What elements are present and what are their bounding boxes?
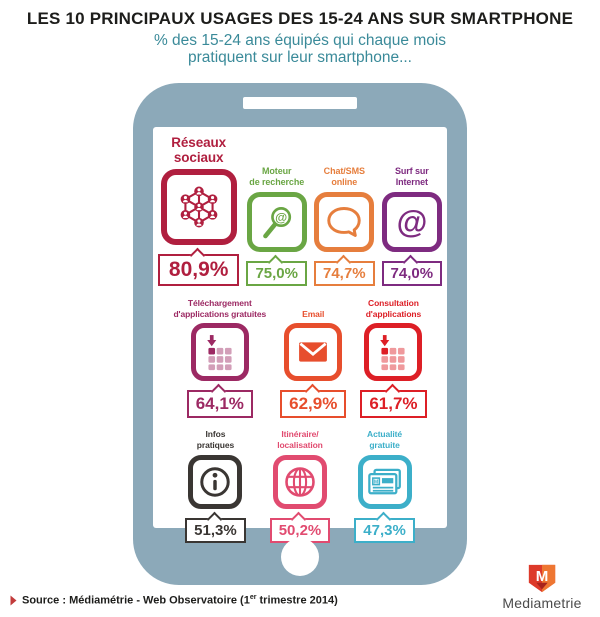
usage-item-moteur-de-recherche: Moteur de recherche @ 75,0% — [246, 166, 307, 287]
usage-label: Surf sur Internet — [394, 165, 429, 187]
usage-row-1: Réseaux sociaux — [157, 135, 443, 287]
mediametrie-logo: M Mediametrie — [490, 563, 594, 611]
usage-item-actualite-gratuite: Actualité gratuite M — [354, 429, 415, 543]
usage-value-badge: 74,0% — [381, 261, 443, 287]
phone-screen: Réseaux sociaux — [153, 127, 447, 543]
info-circle-icon — [200, 467, 231, 497]
source-text: Source : Médiamétrie - Web Observatoire … — [22, 594, 338, 607]
usage-item-infos-pratiques: Infos pratiques 51,3% — [185, 429, 246, 543]
usage-label: Chat/SMS online — [323, 165, 365, 187]
phone-home-button — [281, 538, 319, 576]
usage-item-surf-internet: Surf sur Internet @ 74,0% — [381, 165, 443, 287]
social-network-icon — [180, 186, 218, 228]
usage-item-chat-sms: Chat/SMS online 74,7% — [314, 166, 375, 287]
svg-text:M: M — [536, 568, 549, 585]
svg-text:@: @ — [275, 211, 287, 225]
usage-tile — [190, 323, 249, 382]
usage-item-telechargement-apps: Téléchargement d'applications gratuites — [173, 298, 267, 419]
app-grid-download-icon — [206, 335, 232, 371]
usage-tile — [188, 454, 243, 509]
usage-tile: M — [357, 454, 412, 509]
at-sign-icon: @ — [396, 204, 427, 240]
usage-item-itineraire-localisation: Itinéraire/ localisation 50,2% — [269, 429, 331, 543]
usage-label: Itinéraire/ localisation — [277, 429, 323, 451]
usage-tile — [160, 169, 237, 246]
usage-tile: @ — [246, 192, 307, 253]
usage-label: Infos pratiques — [196, 429, 235, 451]
app-grid-download-icon — [380, 335, 405, 371]
usage-tile — [284, 323, 343, 382]
arrow-icon — [10, 595, 17, 606]
chat-bubble-icon — [327, 207, 361, 238]
usage-value-badge: 80,9% — [157, 254, 240, 287]
usage-item-email: Email 62,9% — [280, 308, 347, 419]
usage-row-3: Infos pratiques 51,3% — [185, 429, 415, 543]
mediametrie-logo-mark: M — [528, 564, 556, 593]
newspaper-icon: M — [367, 468, 401, 495]
usage-value-badge: 75,0% — [246, 261, 307, 287]
svg-text:@: @ — [396, 204, 427, 240]
usage-value-badge: 61,7% — [360, 390, 427, 419]
mediametrie-logo-text: Mediametrie — [502, 595, 582, 611]
usage-value-badge: 64,1% — [186, 390, 253, 419]
usage-label: Téléchargement d'applications gratuites — [173, 298, 267, 319]
source-note: Source : Médiamétrie - Web Observatoire … — [10, 594, 338, 607]
page-subtitle: % des 15-24 ans équipés qui chaque mois … — [0, 32, 600, 66]
usage-value-badge: 47,3% — [354, 517, 415, 543]
usage-row-2: Téléchargement d'applications gratuites — [173, 298, 427, 419]
usage-item-consultation-apps: Consultation d'applications — [360, 298, 427, 419]
usage-label: Moteur de recherche — [249, 165, 305, 187]
usage-value-badge: 51,3% — [185, 517, 246, 543]
usage-tile: @ — [381, 192, 442, 253]
usage-tile — [314, 192, 375, 253]
subtitle-line-1: % des 15-24 ans équipés qui chaque mois — [153, 32, 447, 49]
usage-label: Email — [302, 308, 325, 319]
phone-speaker — [243, 97, 357, 109]
search-at-icon: @ — [262, 207, 291, 239]
page-title: LES 10 PRINCIPAUX USAGES DES 15-24 ANS S… — [26, 9, 574, 28]
smartphone-illustration: Réseaux sociaux — [133, 83, 467, 585]
usage-value-badge: 74,7% — [314, 261, 375, 287]
usage-item-reseaux-sociaux: Réseaux sociaux — [157, 135, 240, 287]
globe-icon — [285, 466, 315, 497]
usage-label: Actualité gratuite — [367, 429, 403, 451]
svg-text:M: M — [373, 479, 377, 485]
usage-tile — [272, 454, 327, 509]
usage-label: Réseaux sociaux — [171, 135, 227, 166]
usage-label: Consultation d'applications — [365, 298, 422, 319]
envelope-icon — [299, 342, 328, 363]
usage-value-badge: 62,9% — [280, 390, 347, 419]
subtitle-line-2: pratiquent sur leur smartphone... — [187, 49, 412, 67]
usage-tile — [364, 323, 423, 382]
